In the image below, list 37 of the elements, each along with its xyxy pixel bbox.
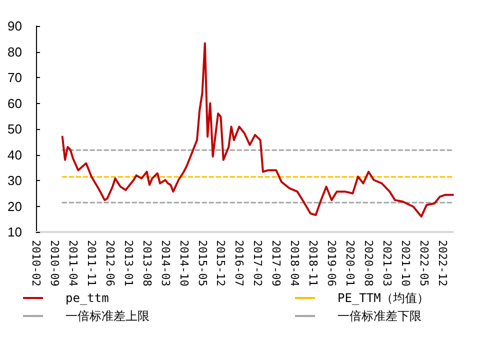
- y-tick-label: 70: [8, 70, 22, 85]
- x-tick-label: 2011-04: [66, 240, 80, 287]
- legend-label: PE_TTM（均值）: [338, 291, 429, 305]
- x-tick-label: 2010-09: [48, 240, 61, 286]
- x-tick-label: 2015-12: [214, 240, 228, 286]
- y-tick-label: 50: [8, 122, 22, 136]
- y-tick-label: 20: [8, 198, 22, 214]
- x-tick-label: 2020-08: [362, 240, 376, 286]
- y-tick-label: 10: [8, 224, 22, 240]
- x-tick-label: 2011-11: [84, 240, 98, 286]
- x-tick-label: 2022-12: [436, 240, 449, 286]
- x-tick-label: 2012-06: [103, 240, 116, 286]
- line-series: [61, 42, 454, 218]
- x-tick-label: 2021-03: [380, 240, 394, 286]
- x-tick-label: 2010-02: [30, 240, 42, 286]
- y-tick-label: 30: [8, 173, 22, 188]
- x-tick-label: 2022-05: [417, 240, 430, 286]
- x-tick-label: 2014-03: [158, 240, 172, 286]
- legend-label: 一倍标准差上限: [66, 309, 150, 323]
- legend-label: pe_ttm: [66, 291, 109, 305]
- x-tick-label: 2021-10: [398, 240, 412, 286]
- x-tick-label: 2018-11: [306, 240, 320, 286]
- y-tick-label: 40: [8, 147, 22, 162]
- x-tick-label: 2016-07: [232, 240, 246, 286]
- y-tick-label: 60: [8, 96, 22, 111]
- x-tick-label: 2020-01: [344, 240, 357, 286]
- x-tick-label: 2014-10: [177, 240, 190, 286]
- x-tick-label: 2017-02: [251, 240, 264, 286]
- y-tick-label: 90: [8, 18, 22, 34]
- x-tick-label: 2015-05: [196, 240, 209, 286]
- x-tick-label: 2013-08: [140, 240, 154, 286]
- x-tick-label: 2018-04: [288, 240, 302, 287]
- x-tick-label: 2017-09: [270, 240, 283, 286]
- y-tick-label: 80: [8, 44, 22, 60]
- legend-label: 一倍标准差下限: [338, 309, 422, 323]
- x-tick-label: 2013-01: [122, 240, 135, 286]
- x-tick-label: 2019-06: [325, 240, 338, 286]
